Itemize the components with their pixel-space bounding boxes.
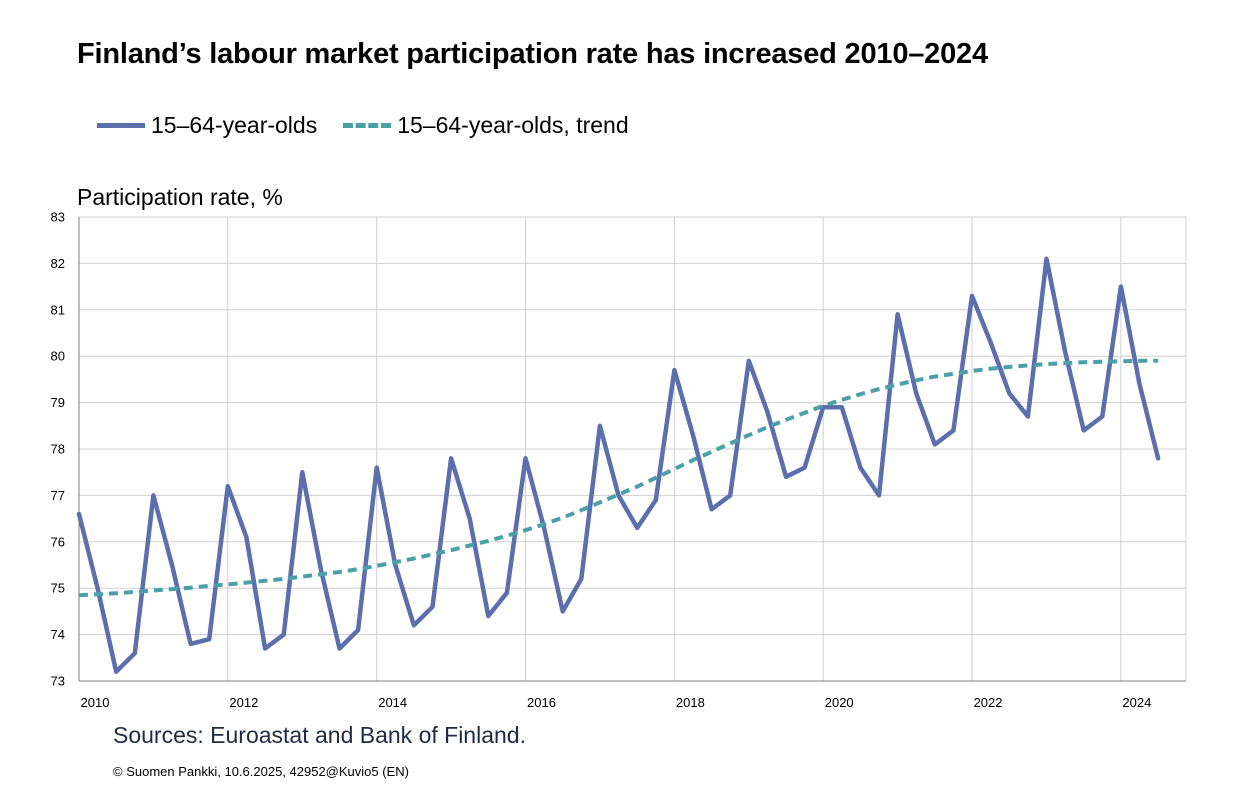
y-tick-label: 75 bbox=[51, 581, 65, 596]
legend-item-series-2: 15–64-year-olds, trend bbox=[343, 111, 629, 139]
y-tick-label: 80 bbox=[51, 349, 65, 364]
legend-swatch-solid bbox=[97, 122, 145, 128]
y-tick-label: 73 bbox=[51, 674, 65, 689]
y-tick-label: 74 bbox=[51, 627, 65, 642]
legend-label-series-2: 15–64-year-olds, trend bbox=[397, 111, 629, 138]
x-tick-label: 2014 bbox=[378, 695, 407, 710]
y-tick-label: 77 bbox=[51, 488, 65, 503]
x-tick-label: 2010 bbox=[81, 695, 110, 710]
copyright-note: © Suomen Pankki, 10.6.2025, 42952@Kuvio5… bbox=[113, 764, 409, 779]
y-tick-label: 76 bbox=[51, 534, 65, 549]
x-tick-label: 2018 bbox=[676, 695, 705, 710]
x-tick-label: 2020 bbox=[825, 695, 854, 710]
source-note: Sources: Euroastat and Bank of Finland. bbox=[113, 722, 526, 748]
y-tick-label: 81 bbox=[51, 302, 65, 317]
chart-title: Finland’s labour market participation ra… bbox=[77, 38, 988, 70]
x-tick-label: 2012 bbox=[229, 695, 258, 710]
legend-label-series-1: 15–64-year-olds bbox=[151, 111, 318, 138]
series-line-15-64-trend bbox=[78, 358, 1159, 598]
y-axis-label: Participation rate, % bbox=[77, 184, 283, 210]
series-line-15-64 bbox=[76, 256, 1161, 674]
x-tick-label: 2022 bbox=[974, 695, 1003, 710]
x-tick-label: 2016 bbox=[527, 695, 556, 710]
y-tick-label: 82 bbox=[51, 256, 65, 271]
y-tick-label: 79 bbox=[51, 395, 65, 410]
legend-swatch-dashed bbox=[343, 122, 392, 128]
y-tick-label: 83 bbox=[51, 210, 65, 225]
legend-item-series-1: 15–64-year-olds bbox=[97, 112, 317, 139]
y-tick-label: 78 bbox=[51, 442, 65, 457]
x-tick-label: 2024 bbox=[1122, 695, 1151, 710]
chart-legend: 15–64-year-olds 15–64-year-olds, trend bbox=[97, 110, 655, 140]
